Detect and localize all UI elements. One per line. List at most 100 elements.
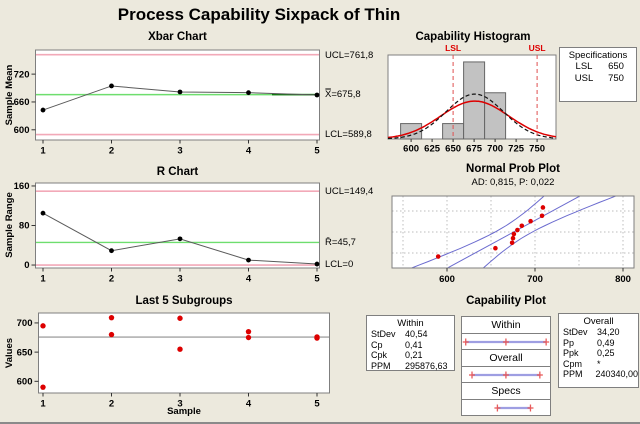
capability-within-interval (461, 332, 551, 350)
tick-label: 600 (14, 125, 30, 136)
data-point (314, 92, 320, 98)
stat-row: PPM 240340,00 (559, 369, 638, 380)
stat-row: StDev 34,20 (559, 327, 638, 338)
xbar-center-label: X̿=675,8 (325, 89, 361, 100)
data-point (314, 334, 320, 340)
stat-value: 0,41 (405, 339, 423, 350)
stat-value: 0,49 (597, 337, 615, 348)
tick-label: 2 (109, 399, 114, 410)
spec-usl-value: 750 (608, 72, 624, 84)
spec-limit-label: USL (529, 43, 546, 53)
tick-label: 700 (17, 318, 33, 329)
prob-plot-title: Normal Prob Plot (466, 163, 560, 175)
last5-subgroups-plot: 600 650 700 1 2 3 4 5 (17, 312, 330, 410)
tick-label: 4 (246, 146, 252, 157)
spec-lsl-value: 650 (608, 61, 624, 72)
plot-frame (391, 195, 635, 269)
data-point (177, 315, 183, 321)
overall-stats-box: Overall StDev 34,20 Pp 0,49 Ppk 0,25 Cpm * P… (558, 313, 639, 388)
tick-label: 750 (529, 144, 545, 155)
stat-label: Cpk (371, 350, 388, 361)
tick-label: 4 (246, 399, 252, 410)
stat-row: Pp 0,49 (559, 338, 638, 349)
xbar-chart-plot: 600 660 720 1 2 3 4 5 (14, 49, 320, 157)
tick-label: 600 (439, 274, 455, 285)
tick-label: 3 (177, 146, 182, 157)
tick-label: 650 (17, 347, 33, 358)
within-box-title: Within (397, 318, 424, 329)
data-point (515, 227, 520, 233)
tick-label: 0 (24, 260, 29, 271)
data-point (493, 245, 498, 251)
capability-specs-label: Specs (461, 382, 551, 400)
specs-interval-line (494, 404, 534, 411)
specifications-box-title: Specifications (568, 50, 628, 61)
overall-box-title: Overall (583, 316, 614, 327)
data-point (509, 240, 515, 246)
stat-label: Pp (563, 337, 575, 348)
within-curve (387, 100, 557, 139)
capability-intervals-column: Within Overall Specs (461, 316, 551, 421)
tick-label: 625 (424, 144, 441, 155)
overall-interval-line (469, 371, 543, 378)
tick-label: 725 (508, 144, 525, 155)
data-point (540, 205, 546, 210)
data-point (40, 323, 46, 329)
plot-area (35, 182, 320, 269)
tick-label: 2 (109, 146, 114, 157)
stat-value: 40,54 (405, 329, 428, 339)
tick-label: 1 (40, 146, 46, 157)
data-point (245, 334, 252, 341)
stat-row: Cp 0,41 (367, 340, 454, 351)
stat-value: * (597, 358, 601, 369)
stat-value: 240340,00 (595, 369, 638, 380)
stat-label: PPM (371, 360, 391, 371)
capability-specs-interval (461, 398, 551, 416)
stat-row: Cpk 0,21 (367, 350, 454, 361)
data-point (435, 254, 441, 259)
data-point (40, 107, 46, 113)
prob-plot-subtitle: AD: 0,815, P: 0,022 (471, 177, 555, 188)
data-point (246, 257, 251, 263)
data-point (539, 213, 545, 219)
overall-curve (387, 93, 557, 140)
capability-overall-label: Overall (461, 349, 551, 367)
spec-lsl-row: LSL 650 (560, 61, 636, 73)
tick-label: 1 (40, 399, 46, 410)
stat-label: Ppk (563, 348, 579, 359)
data-point (177, 89, 183, 95)
within-stats-box: Within StDev 40,54 Cp 0,41 Cpk 0,21 PPM 2958… (366, 315, 455, 371)
tick-label: 3 (177, 274, 182, 285)
tick-label: 5 (314, 399, 320, 410)
stat-row: Ppk 0,25 (559, 348, 638, 359)
stat-label: PPM (563, 369, 583, 380)
stat-label: Cpm (563, 358, 583, 369)
stat-label: StDev (563, 327, 588, 337)
histogram-title: Capability Histogram (415, 31, 531, 43)
data-point (245, 328, 252, 335)
data-point (314, 261, 320, 267)
xbar-lcl-label: LCL=589,8 (325, 129, 372, 140)
r-lcl-label: LCL=0 (325, 259, 354, 270)
data-point (177, 346, 183, 352)
stat-value: 0,21 (405, 350, 423, 361)
spec-usl-label: USL (574, 72, 594, 84)
confidence-band (410, 196, 545, 268)
tick-label: 160 (14, 181, 30, 192)
spec-limit-label: LSL (445, 43, 461, 53)
tick-label: 700 (487, 144, 503, 155)
stat-row: Cpm * (559, 359, 638, 370)
tick-label: 5 (314, 146, 320, 157)
tick-label: 3 (177, 399, 182, 410)
within-interval-line (462, 338, 550, 345)
tick-label: 80 (19, 221, 30, 232)
data-point (40, 210, 46, 216)
data-point (40, 384, 46, 390)
stat-value: 34,20 (597, 327, 620, 337)
last5-title: Last 5 Subgroups (135, 295, 233, 307)
capability-histogram-plot: LSL USL 600 625 650 675 700 725 750 (387, 43, 557, 155)
plot-area (38, 312, 330, 394)
tick-label: 600 (17, 377, 33, 388)
spec-lsl-label: LSL (575, 61, 593, 72)
tick-label: 720 (14, 69, 30, 80)
